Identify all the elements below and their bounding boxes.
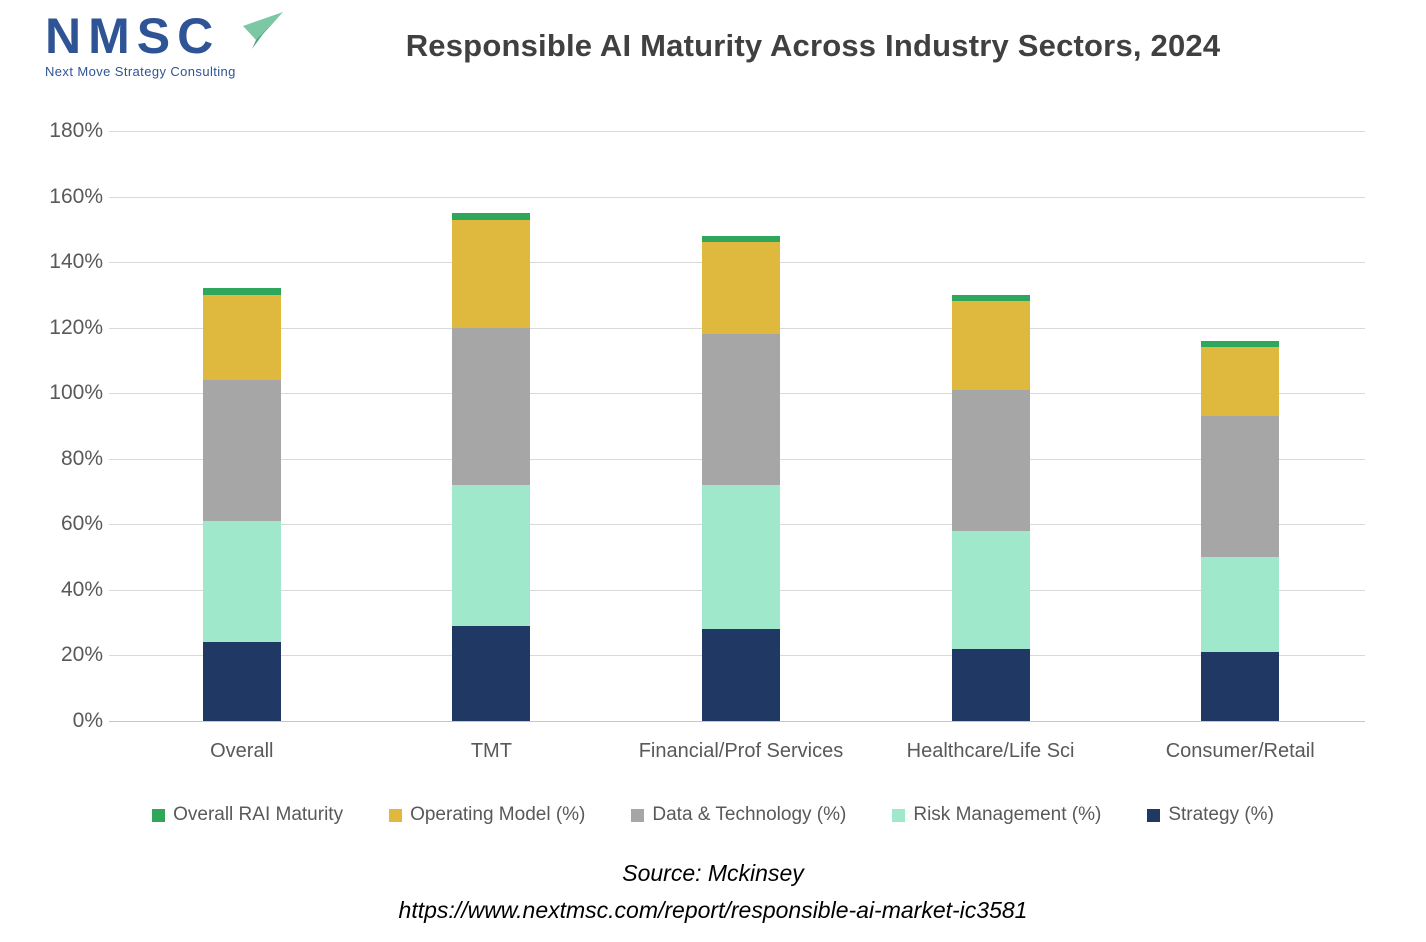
bar-healthcare-life-sci (951, 294, 1030, 721)
legend-swatch-icon (631, 808, 645, 822)
x-axis-label: Consumer/Retail (1165, 740, 1315, 762)
bar-segment (951, 301, 1030, 390)
legend-swatch-icon (389, 808, 403, 822)
bar-segment (202, 294, 281, 381)
bar-overall (202, 288, 281, 721)
y-tick-label: 180% (49, 119, 103, 142)
y-tick-label: 140% (49, 250, 103, 274)
legend-item: Risk Management (%) (892, 804, 1101, 826)
y-tick-label: 80% (60, 446, 103, 470)
y-tick-label: 120% (49, 315, 103, 339)
chart-title: Responsible AI Maturity Across Industry … (405, 28, 1221, 63)
x-axis-labels: Overall TMT Financial/Prof Services Healthc… (117, 740, 1365, 763)
bar-tmt (452, 212, 531, 721)
y-tick-label: 100% (49, 381, 103, 405)
bar-segment (452, 219, 531, 328)
legend-swatch-icon (1147, 808, 1161, 822)
legend-label: Overall RAI Maturity (173, 804, 344, 825)
bar-segment (702, 334, 780, 485)
logo-acronym-text: NMSC (45, 8, 221, 64)
bar-segment (202, 642, 281, 721)
legend-item: Operating Model (%) (389, 804, 585, 826)
legend-label: Operating Model (%) (410, 804, 586, 825)
bar-segment (202, 380, 281, 522)
gridline (109, 131, 1365, 132)
bar-segment (202, 521, 281, 643)
legend-item: Strategy (%) (1147, 804, 1274, 826)
bar-segment (202, 288, 281, 295)
legend-item: Overall RAI Maturity (152, 804, 343, 826)
legend-item: Data & Technology (%) (631, 804, 846, 826)
source-block: Source: Mckinsey https://www.nextmsc.com… (0, 855, 1426, 929)
y-tick-label: 40% (60, 577, 103, 601)
gridline (109, 721, 1365, 722)
bar-segment (702, 235, 780, 243)
bar-segment (702, 485, 780, 630)
nmsc-logo: NMSC Next Move Strategy Consulting (45, 8, 283, 79)
bar-segment (1201, 557, 1280, 653)
bar-segment (452, 625, 531, 721)
legend-swatch-icon (152, 808, 166, 822)
bar-segment (1201, 340, 1280, 348)
bar-financial-prof-services (702, 235, 780, 721)
bar-segment (951, 389, 1030, 531)
legend-label: Risk Management (%) (913, 804, 1102, 825)
bar-segment (702, 242, 780, 335)
y-tick-label: 0% (72, 709, 103, 732)
y-tick-label: 160% (49, 184, 103, 208)
logo-paper-plane-icon (241, 12, 283, 55)
legend-swatch-icon (892, 808, 906, 822)
x-axis-label: Financial/Prof Services (638, 740, 844, 762)
x-axis-label: Overall (210, 740, 274, 762)
x-axis-label: TMT (470, 740, 512, 762)
bar-segment (452, 485, 531, 626)
y-tick-label: 60% (60, 512, 103, 536)
bar-segment (1201, 416, 1280, 558)
bar-segment (1201, 652, 1280, 721)
legend: Overall RAI Maturity Operating Model (%) D… (0, 804, 1426, 826)
y-tick-label: 20% (60, 643, 103, 667)
x-axis-label: Healthcare/Life Sci (906, 740, 1075, 762)
logo-tagline: Next Move Strategy Consulting (45, 63, 236, 79)
bar-segment (951, 648, 1030, 721)
bar-segment (951, 530, 1030, 649)
bar-segment (951, 294, 1030, 302)
bar-segment (452, 212, 531, 220)
bar-consumer-retail (1201, 340, 1280, 721)
source-text: Source: Mckinsey (622, 860, 804, 886)
legend-label: Data & Technology (%) (652, 804, 847, 825)
gridline (109, 196, 1365, 198)
plot-area: 0% 20% 40% 60% 80% 100% 120% 140% 160% 180% (49, 119, 1365, 732)
source-url: https://www.nextmsc.com/report/responsib… (398, 896, 1028, 923)
bar-segment (452, 327, 531, 486)
legend-label: Strategy (%) (1168, 804, 1274, 825)
bar-segment (1201, 347, 1280, 417)
bar-segment (702, 629, 780, 721)
